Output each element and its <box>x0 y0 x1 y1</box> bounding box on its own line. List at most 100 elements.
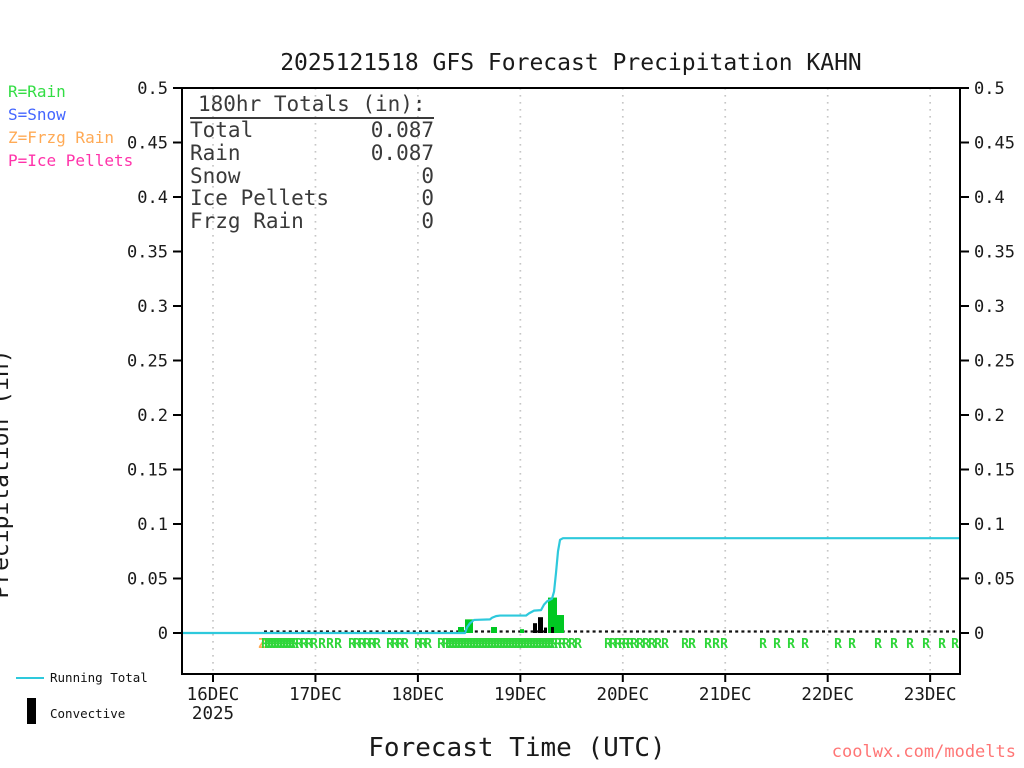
y-tick-label-left: 0.2 <box>137 406 168 426</box>
ptype-letter-r: R <box>484 637 492 652</box>
totals-label: Frzg Rain <box>190 209 304 234</box>
y-tick-label-right: 0.05 <box>974 570 1015 590</box>
ptype-letter-r: R <box>502 637 510 652</box>
totals-value: 0 <box>421 163 434 188</box>
ptype-letter-r: R <box>773 637 781 652</box>
watermark-link[interactable]: coolwx.com/modelts <box>831 742 1016 762</box>
y-tick-label-right: 0.25 <box>974 352 1015 372</box>
totals-row-rain: Rain 0.087 <box>190 140 434 165</box>
y-tick-label-right: 0.35 <box>974 243 1015 263</box>
x-tick-label: 17DEC <box>289 685 342 705</box>
ptype-letter-r: R <box>511 637 519 652</box>
ptype-letter-r: R <box>558 637 566 652</box>
ptype-letter-r: R <box>834 637 842 652</box>
ptype-letter-r: R <box>787 637 795 652</box>
ptype-letter-r: R <box>463 637 471 652</box>
ptype-letter-r: R <box>282 637 290 652</box>
y-tick-label-left: 0.15 <box>127 461 168 481</box>
totals-label: Total <box>190 118 254 142</box>
totals-row-total: Total 0.087 <box>190 119 434 142</box>
totals-row-snow: Snow 0 <box>190 163 434 188</box>
ptype-letter-z: Z <box>258 637 266 652</box>
running-total-line-swatch <box>16 677 44 679</box>
plot-border <box>181 87 961 675</box>
ptype-letter-r: R <box>636 637 644 652</box>
ptype-letter-r: R <box>614 637 622 652</box>
ptype-letter-r: R <box>437 637 445 652</box>
y-tick-label-left: 0.1 <box>137 515 168 535</box>
ptype-letter-r: R <box>490 637 498 652</box>
ptype-letter-r: R <box>801 637 809 652</box>
y-tick-label-right: 0.15 <box>974 461 1015 481</box>
ptype-letter-r: R <box>300 637 308 652</box>
ptype-letter-r: R <box>535 637 543 652</box>
ptype-letter-r: R <box>285 637 293 652</box>
ptype-letter-r: R <box>499 637 507 652</box>
convective-bar-swatch <box>27 698 36 724</box>
page-title: 2025121518 GFS Forecast Precipitation KA… <box>280 50 862 76</box>
ptype-letter-r: R <box>326 637 334 652</box>
y-tick-label-left: 0.25 <box>127 352 168 372</box>
ptype-letter-r: R <box>358 637 366 652</box>
y-tick-label-left: 0.45 <box>127 134 168 154</box>
ptype-letter-r: R <box>626 637 634 652</box>
ptype-letter-r: R <box>270 637 278 652</box>
ptype-letter-r: R <box>523 637 531 652</box>
rain-bar <box>548 597 557 633</box>
ptype-letter-r: R <box>460 637 468 652</box>
ptype-letter-r: R <box>648 637 656 652</box>
ptype-letter-r: R <box>848 637 856 652</box>
ptype-letter-r: R <box>759 637 767 652</box>
legend-item-running-total: Running Total <box>50 670 148 685</box>
ptype-letter-r: R <box>445 637 453 652</box>
ptype-letter-r: R <box>906 637 914 652</box>
ptype-letter-r: R <box>396 637 404 652</box>
ptype-letter-r: R <box>472 637 480 652</box>
y-tick-label-right: 0.2 <box>974 406 1005 426</box>
ptype-letter-r: R <box>478 637 486 652</box>
ptype-letter-r: R <box>457 637 465 652</box>
ptype-letter-r: R <box>508 637 516 652</box>
ptype-letter-r: R <box>622 637 630 652</box>
totals-row-frzg-rain: Frzg Rain 0 <box>190 210 434 233</box>
ptype-letter-r: R <box>544 637 552 652</box>
ptype-letter-r: R <box>414 637 422 652</box>
totals-row-ice-pellets: Ice Pellets 0 <box>190 187 434 210</box>
totals-box: 180hr Totals (in): Total 0.087 Rain 0.08… <box>190 92 434 233</box>
ptype-letter-r: R <box>526 637 534 652</box>
x-tick-label: 22DEC <box>801 685 854 705</box>
totals-value: 0.087 <box>370 118 434 142</box>
legend-item-rain: R=Rain <box>8 82 66 101</box>
legend-item-convective: Convective <box>50 706 126 721</box>
ptype-letter-r: R <box>487 637 495 652</box>
ptype-letter-r: R <box>391 637 399 652</box>
totals-value: 0.087 <box>370 140 434 165</box>
legend-item-ice-pellets: P=Ice Pellets <box>8 151 134 170</box>
x-tick-label: 21DEC <box>699 685 752 705</box>
ptype-letter-r: R <box>654 637 662 652</box>
ptype-letter-r: R <box>481 637 489 652</box>
ptype-letter-r: R <box>938 637 946 652</box>
ptype-letter-r: R <box>288 637 296 652</box>
ptype-letter-r: R <box>267 637 275 652</box>
ptype-letter-r: R <box>368 637 376 652</box>
rain-bar <box>491 627 497 633</box>
ptype-letter-r: R <box>532 637 540 652</box>
ptype-letter-r: R <box>618 637 626 652</box>
ptype-letter-r: R <box>264 637 272 652</box>
ptype-letter-r: R <box>305 637 313 652</box>
y-tick-label-left: 0.3 <box>137 297 168 317</box>
ptype-letter-r: R <box>520 637 528 652</box>
x-axis-label: Forecast Time (UTC) <box>368 733 666 763</box>
totals-label: Rain <box>190 140 241 165</box>
ptype-letter-r: R <box>373 637 381 652</box>
y-tick-label-left: 0 <box>158 624 168 644</box>
ptype-letter-r: R <box>276 637 284 652</box>
ptype-letter-r: R <box>712 637 720 652</box>
ptype-letter-r: R <box>401 637 409 652</box>
y-tick-label-right: 0.1 <box>974 515 1005 535</box>
convective-bar <box>538 617 543 633</box>
ptype-letter-r: R <box>562 637 570 652</box>
ptype-letter-r: R <box>951 637 959 652</box>
ptype-letter-r: R <box>475 637 483 652</box>
